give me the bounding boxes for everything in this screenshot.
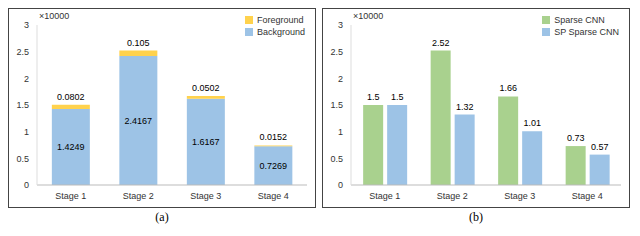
svg-text:1.4249: 1.4249 xyxy=(57,142,85,152)
svg-text:0.57: 0.57 xyxy=(591,142,609,152)
html-text:Sparse CNN: Sparse CNN xyxy=(554,15,605,25)
svg-text:1.66: 1.66 xyxy=(499,83,517,93)
svg-text:3: 3 xyxy=(24,20,29,30)
svg-text:1.5: 1.5 xyxy=(16,100,29,110)
svg-text:0.5: 0.5 xyxy=(330,154,343,164)
svg-text:1.32: 1.32 xyxy=(456,102,474,112)
svg-text:0.0502: 0.0502 xyxy=(192,83,220,93)
html-text:Foreground: Foreground xyxy=(257,15,304,25)
html-text:×10000: ×10000 xyxy=(39,11,70,21)
svg-text:0.73: 0.73 xyxy=(567,133,585,143)
svg-text:Stage 2: Stage 2 xyxy=(123,191,154,201)
svg-text:1.5: 1.5 xyxy=(391,92,404,102)
svg-text:2.4167: 2.4167 xyxy=(125,116,153,126)
svg-text:1.01: 1.01 xyxy=(523,118,541,128)
svg-text:Stage 2: Stage 2 xyxy=(437,191,468,201)
svg-text:2.52: 2.52 xyxy=(432,38,450,48)
svg-text:2.5: 2.5 xyxy=(330,47,343,57)
svg-text:2: 2 xyxy=(338,74,343,84)
svg-text:0: 0 xyxy=(338,180,343,190)
svg-text:0: 0 xyxy=(24,180,29,190)
svg-text:Stage 3: Stage 3 xyxy=(190,191,221,201)
svg-text:Stage 4: Stage 4 xyxy=(572,191,603,201)
svg-text:1.6167: 1.6167 xyxy=(192,137,220,147)
html-text:SP Sparse CNN: SP Sparse CNN xyxy=(554,27,619,37)
svg-text:0.5: 0.5 xyxy=(16,154,29,164)
svg-text:Stage 1: Stage 1 xyxy=(55,191,86,201)
svg-text:1: 1 xyxy=(338,127,343,137)
html-text:(b): (b) xyxy=(469,210,483,224)
svg-text:0.0802: 0.0802 xyxy=(57,92,85,102)
svg-text:Stage 3: Stage 3 xyxy=(504,191,535,201)
svg-text:1: 1 xyxy=(24,127,29,137)
svg-text:Stage 1: Stage 1 xyxy=(369,191,400,201)
svg-text:Stage 4: Stage 4 xyxy=(258,191,289,201)
svg-text:0.105: 0.105 xyxy=(127,38,150,48)
svg-text:0.7269: 0.7269 xyxy=(260,161,288,171)
svg-text:1.5: 1.5 xyxy=(330,100,343,110)
svg-text:2: 2 xyxy=(24,74,29,84)
html-text:(a): (a) xyxy=(155,210,169,224)
svg-text:1.5: 1.5 xyxy=(367,92,380,102)
svg-text:2.5: 2.5 xyxy=(16,47,29,57)
svg-text:3: 3 xyxy=(338,20,343,30)
svg-text:0.0152: 0.0152 xyxy=(260,132,288,142)
html-text:×10000: ×10000 xyxy=(353,11,384,21)
html-text:Background: Background xyxy=(257,27,305,37)
